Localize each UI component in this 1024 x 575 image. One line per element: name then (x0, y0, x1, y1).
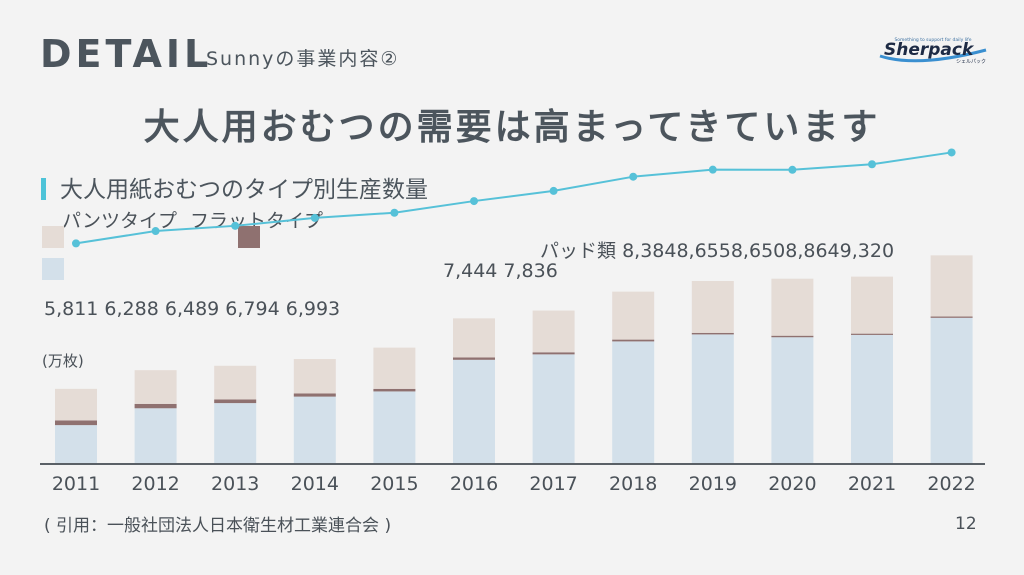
total-point (788, 165, 797, 174)
total-point (470, 197, 478, 206)
bar-flat (293, 393, 336, 397)
bar-pad (851, 334, 893, 464)
bar-pants (851, 276, 893, 334)
page-headline: 大人用おむつの需要は高まってきています (143, 107, 881, 148)
bar-flat (134, 403, 177, 409)
bar-flat (373, 388, 416, 392)
bar-flat (771, 335, 814, 338)
total-point (231, 221, 240, 230)
bar-flat (930, 316, 973, 318)
bar-flat (55, 420, 97, 426)
bar-pad (293, 396, 336, 464)
section-subtitle: Sunnyの事業内容② (206, 48, 400, 70)
bar-pants (771, 278, 814, 336)
x-tick-label: 2011 (52, 473, 100, 495)
bar-pad (134, 408, 177, 464)
bar-pad (691, 334, 734, 464)
unit-label: (万枚) (42, 352, 84, 370)
bar-flat (453, 357, 495, 360)
total-point (310, 213, 319, 222)
data-labels-mid: 7,444 7,836 (443, 260, 558, 282)
x-tick-label: 2020 (768, 473, 816, 495)
legend-label-pad: パッド類 8,3848,6558,6508,8649,320 (540, 240, 895, 262)
svg-text:Something to support for daily: Something to support for daily life (894, 37, 971, 43)
bar-flat (214, 399, 257, 404)
bar-pants (532, 310, 575, 353)
x-tick-label: 2021 (848, 473, 896, 495)
legend-swatch-pad (42, 258, 64, 280)
total-point (708, 165, 717, 174)
bar-pants (55, 388, 97, 421)
bar-pad (453, 359, 495, 464)
bar-flat (532, 352, 575, 355)
section-title: DETAIL (40, 32, 213, 76)
bar-pad (532, 354, 575, 464)
bar-pants (453, 318, 495, 358)
bar-pants (612, 291, 655, 340)
legend-swatch-pants (42, 226, 64, 248)
page-number: 12 (955, 514, 977, 534)
bar-pad (55, 425, 97, 464)
sherpack-logo: Something to support for daily life Sher… (879, 37, 987, 65)
x-tick-label: 2013 (211, 473, 259, 495)
svg-text:シェルパック: シェルパック (956, 59, 986, 65)
bar-flat (691, 332, 734, 335)
bar-pants (373, 347, 416, 389)
chart-title: 大人用紙おむつのタイプ別生産数量 (60, 177, 428, 203)
total-point (947, 148, 956, 157)
x-tick-label: 2014 (291, 473, 339, 495)
x-tick-label: 2016 (450, 473, 498, 495)
bar-pad (771, 337, 814, 464)
total-point (151, 227, 160, 236)
x-tick-label: 2018 (609, 473, 657, 495)
svg-text:Sherpack: Sherpack (884, 40, 975, 60)
bar-pants (134, 370, 177, 404)
data-labels-low: 5,811 6,288 6,489 6,794 6,993 (44, 298, 340, 320)
total-point (549, 186, 558, 195)
total-point (868, 160, 876, 169)
x-tick-label: 2019 (689, 473, 737, 495)
total-point (72, 239, 80, 248)
bar-pad (612, 341, 655, 464)
total-point (629, 172, 638, 181)
bar-pad (373, 391, 416, 464)
x-tick-label: 2022 (927, 473, 975, 495)
bar-flat (851, 333, 893, 335)
title-accent-bar (41, 178, 46, 200)
bar-pants (293, 359, 336, 394)
bar-pants (214, 365, 257, 400)
x-tick-label: 2015 (370, 473, 418, 495)
bar-pants (691, 281, 734, 333)
total-line (75, 151, 952, 245)
bar-pad (214, 403, 257, 464)
bar-pants (930, 255, 973, 317)
bar-pad (930, 317, 973, 464)
bar-flat (612, 339, 655, 342)
x-tick-label: 2017 (529, 473, 577, 495)
x-tick-label: 2012 (131, 473, 179, 495)
total-point (390, 208, 399, 217)
legend-swatch-flat (238, 226, 260, 248)
legend-label-pants: パンツタイプ (62, 210, 177, 232)
source-citation: ( 引用：一般社団法人日本衛生材工業連合会 ) (44, 516, 392, 536)
